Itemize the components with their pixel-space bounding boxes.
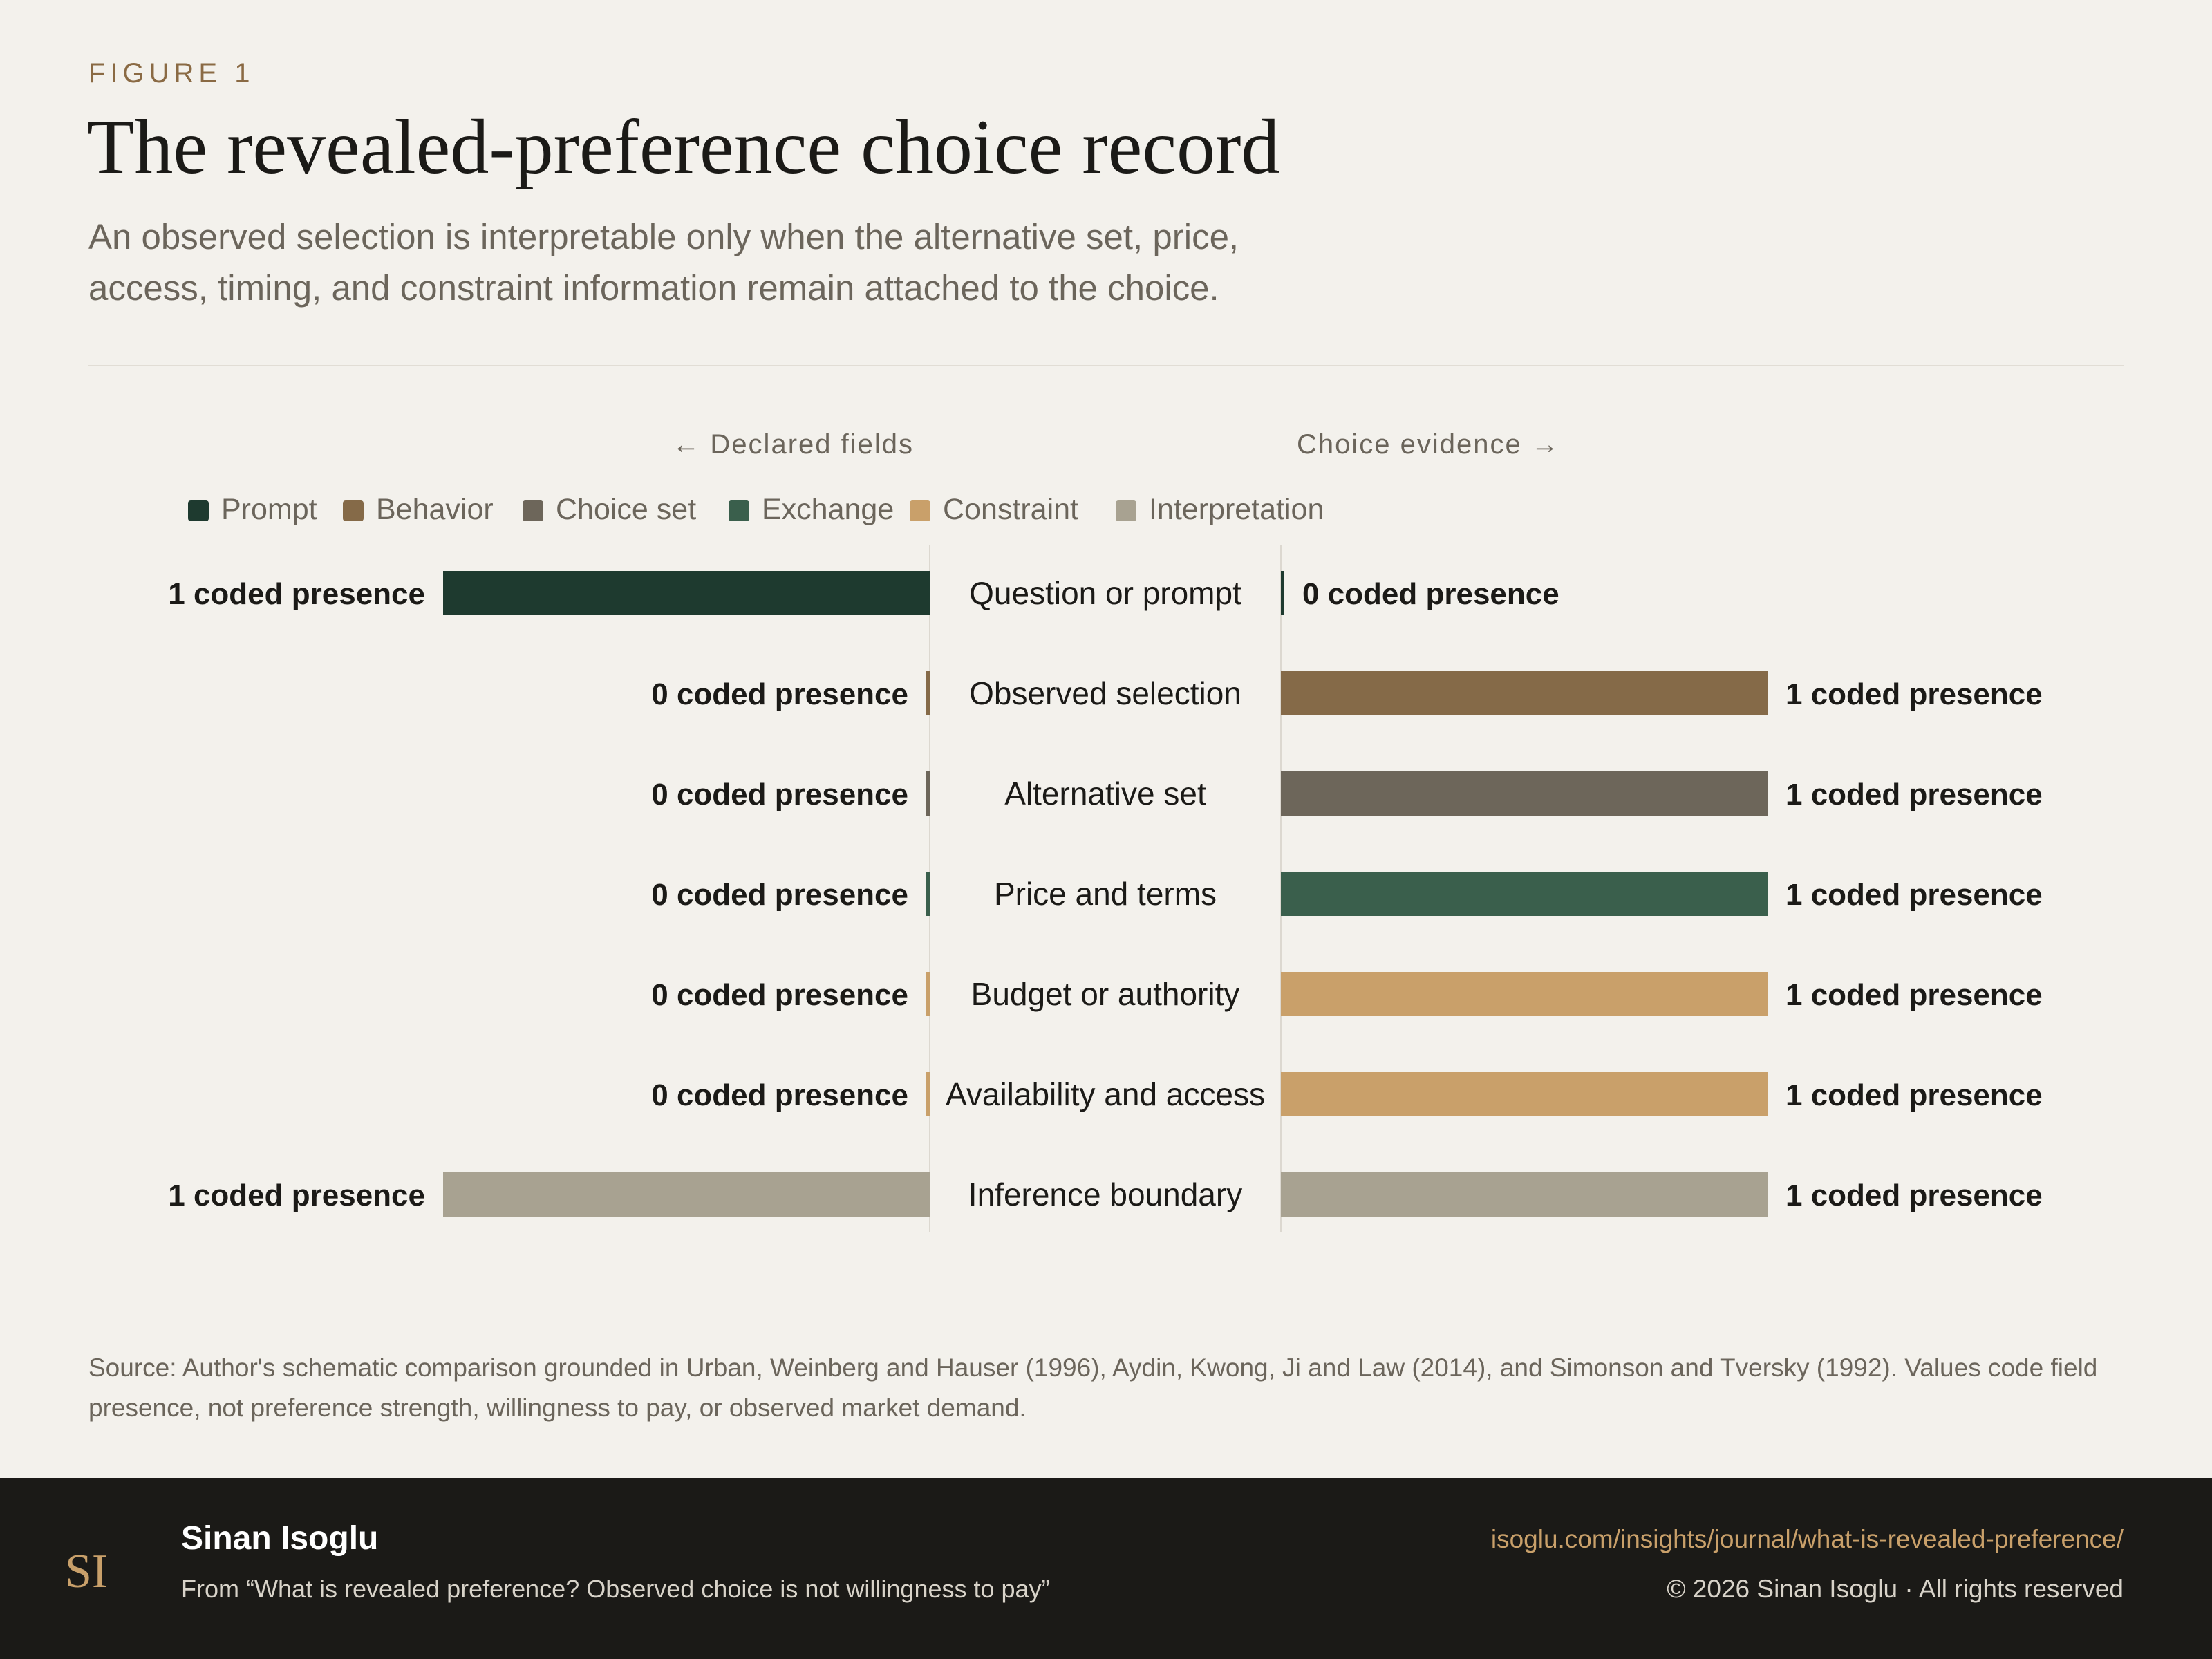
right-bar <box>1281 571 1284 615</box>
right-bar <box>1281 972 1768 1016</box>
author-name: Sinan Isoglu <box>181 1520 379 1557</box>
legend-label: Constraint <box>943 493 1078 526</box>
category-label: Observed selection <box>969 675 1241 711</box>
eyebrow-label: FIGURE 1 <box>88 58 255 88</box>
left-bar <box>926 972 930 1016</box>
legend-swatch <box>188 500 209 521</box>
legend-swatch <box>1116 500 1136 521</box>
page-title: The revealed-preference choice record <box>87 104 1280 190</box>
category-label: Budget or authority <box>971 976 1240 1012</box>
category-label: Alternative set <box>1004 776 1206 812</box>
right-value-label: 1 coded presence <box>1785 1179 2043 1212</box>
category-label: Price and terms <box>994 876 1217 912</box>
legend-label: Behavior <box>376 493 494 526</box>
left-bar <box>926 671 930 715</box>
right-value-label: 1 coded presence <box>1785 778 2043 812</box>
right-value-label: 1 coded presence <box>1785 1078 2043 1112</box>
category-label: Question or prompt <box>969 575 1241 611</box>
left-value-label: 0 coded presence <box>651 677 908 711</box>
page-subtitle: An observed selection is interpretable o… <box>88 217 1239 308</box>
left-value-label: 0 coded presence <box>651 1078 908 1112</box>
logo-monogram-icon: SI <box>65 1545 108 1598</box>
right-value-label: 0 coded presence <box>1302 577 1559 611</box>
right-bar <box>1281 1072 1768 1116</box>
left-value-label: 1 coded presence <box>168 1179 425 1212</box>
legend-label: Choice set <box>556 493 696 526</box>
legend-label: Prompt <box>221 493 317 526</box>
left-value-label: 0 coded presence <box>651 978 908 1012</box>
article-url-link[interactable]: isoglu.com/insights/journal/what-is-reve… <box>1490 1525 2124 1553</box>
left-bar <box>926 771 930 816</box>
left-bar <box>443 1172 930 1217</box>
left-bar <box>926 872 930 916</box>
right-bar <box>1281 771 1768 816</box>
right-value-label: 1 coded presence <box>1785 978 2043 1012</box>
left-bar <box>926 1072 930 1116</box>
category-label: Inference boundary <box>968 1177 1242 1212</box>
logo-monogram-text: SI <box>65 1545 108 1598</box>
left-value-label: 0 coded presence <box>651 778 908 812</box>
left-value-label: 0 coded presence <box>651 878 908 912</box>
article-reference: From “What is revealed preference? Obser… <box>181 1575 1050 1603</box>
right-column-header: Choice evidence → <box>1297 429 1560 460</box>
legend-swatch <box>910 500 930 521</box>
divider <box>88 365 2124 366</box>
right-bar <box>1281 1172 1768 1217</box>
legend-swatch <box>523 500 543 521</box>
diverging-bar-chart: ← Declared fields Choice evidence → Prompt… <box>168 429 2043 1232</box>
right-bar <box>1281 671 1768 715</box>
right-value-label: 1 coded presence <box>1785 677 2043 711</box>
category-label: Availability and access <box>946 1076 1265 1112</box>
legend-label: Interpretation <box>1149 493 1324 526</box>
source-note: Source: Author's schematic comparison gr… <box>88 1353 2098 1422</box>
copyright-notice: © 2026 Sinan Isoglu · All rights reserve… <box>1667 1575 2124 1603</box>
right-value-label: 1 coded presence <box>1785 878 2043 912</box>
legend-swatch <box>729 500 749 521</box>
right-bar <box>1281 872 1768 916</box>
left-value-label: 1 coded presence <box>168 577 425 611</box>
legend-label: Exchange <box>762 493 894 526</box>
footer: SI Sinan Isoglu From “What is revealed p… <box>0 1478 2212 1659</box>
left-bar <box>443 571 930 615</box>
left-column-header: ← Declared fields <box>672 429 914 460</box>
legend-swatch <box>343 500 364 521</box>
